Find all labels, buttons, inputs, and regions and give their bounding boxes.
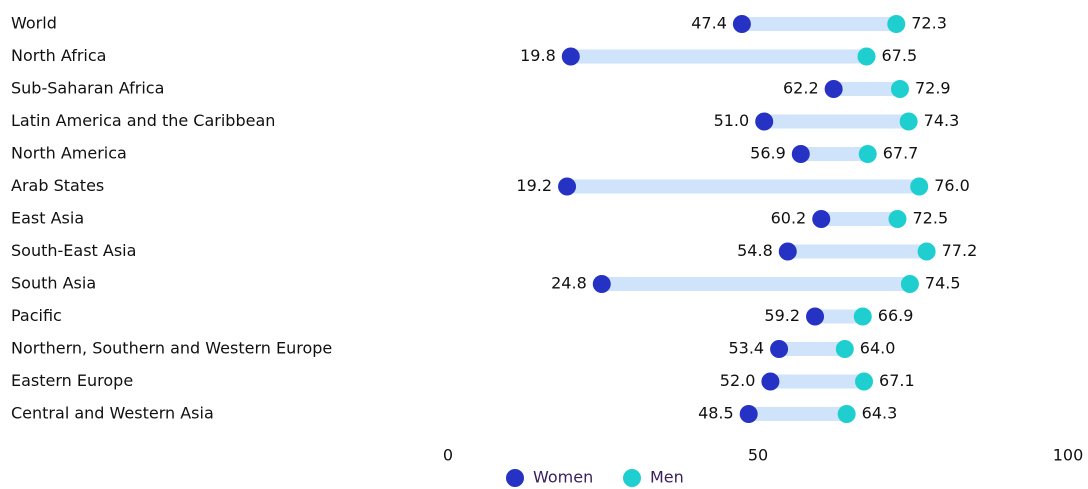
value-label: 53.4 [728, 339, 764, 358]
dot [806, 307, 825, 326]
category-label: World [11, 14, 57, 33]
category-label: Latin America and the Caribbean [11, 111, 275, 130]
category-label: Sub-Saharan Africa [11, 79, 164, 98]
category-label: Pacific [11, 306, 62, 325]
dot [561, 47, 580, 66]
dot [778, 242, 797, 261]
value-label: 72.3 [911, 14, 947, 33]
value-label: 59.2 [764, 306, 800, 325]
value-label: 52.0 [720, 371, 756, 390]
value-label: 72.9 [915, 79, 951, 98]
value-label: 72.5 [913, 209, 949, 228]
dot [770, 340, 789, 358]
value-label: 19.8 [520, 46, 556, 65]
value-label: 62.2 [783, 79, 819, 98]
connector [800, 147, 868, 161]
category-label: South-East Asia [11, 241, 136, 260]
dot [917, 242, 936, 261]
connector [815, 309, 863, 324]
dot [835, 340, 854, 358]
value-label: 54.8 [737, 241, 773, 260]
category-label: East Asia [11, 209, 84, 228]
dot [791, 145, 810, 163]
connector [748, 407, 847, 421]
value-label: 64.0 [860, 339, 896, 358]
x-tick-label: 50 [748, 446, 768, 465]
category-label: North Africa [11, 46, 106, 65]
dot [755, 112, 774, 131]
value-label: 67.7 [883, 144, 919, 163]
dot [761, 372, 780, 391]
x-tick-label: 100 [1053, 446, 1084, 465]
x-tick-label: 0 [443, 446, 453, 465]
connector [787, 244, 927, 259]
value-label: 74.3 [924, 111, 960, 130]
dot [812, 210, 831, 228]
dot [558, 177, 577, 196]
dot [890, 80, 909, 98]
value-label: 76.0 [934, 176, 970, 195]
category-label: Arab States [11, 176, 104, 195]
dot [592, 275, 611, 293]
connector [570, 49, 867, 64]
legend-swatch [623, 469, 641, 487]
value-label: 67.5 [882, 46, 918, 65]
connector [833, 82, 900, 96]
category-label: North America [11, 144, 127, 163]
value-label: 51.0 [714, 111, 750, 130]
dot [857, 47, 876, 66]
value-label: 48.5 [698, 404, 734, 423]
value-label: 60.2 [771, 209, 807, 228]
connector [567, 179, 920, 194]
dot [910, 177, 929, 196]
dot [899, 112, 918, 131]
category-label: Central and Western Asia [11, 404, 214, 423]
connector [821, 212, 898, 226]
category-label: Northern, Southern and Western Europe [11, 339, 332, 358]
value-label: 47.4 [691, 14, 727, 33]
value-label: 19.2 [516, 176, 552, 195]
value-label: 56.9 [750, 144, 786, 163]
connector [764, 114, 909, 129]
legend-swatch [506, 469, 524, 487]
dot [887, 15, 906, 33]
dot [858, 145, 877, 163]
dot [739, 405, 758, 423]
category-label: Eastern Europe [11, 371, 133, 390]
value-label: 66.9 [878, 306, 914, 325]
dot [824, 80, 843, 98]
value-label: 67.1 [879, 371, 915, 390]
legend-label: Men [650, 468, 684, 487]
dot [900, 275, 919, 293]
dot [853, 307, 872, 326]
dot [837, 405, 856, 423]
dot [888, 210, 907, 228]
value-label: 77.2 [942, 241, 978, 260]
value-label: 64.3 [862, 404, 898, 423]
connector [601, 277, 910, 291]
value-label: 74.5 [925, 274, 961, 293]
legend-label: Women [533, 468, 593, 487]
category-label: South Asia [11, 274, 96, 293]
dot [855, 372, 874, 391]
dot [732, 15, 751, 33]
connector [770, 374, 865, 389]
value-label: 24.8 [551, 274, 587, 293]
connector [741, 17, 897, 31]
connector [779, 342, 845, 356]
